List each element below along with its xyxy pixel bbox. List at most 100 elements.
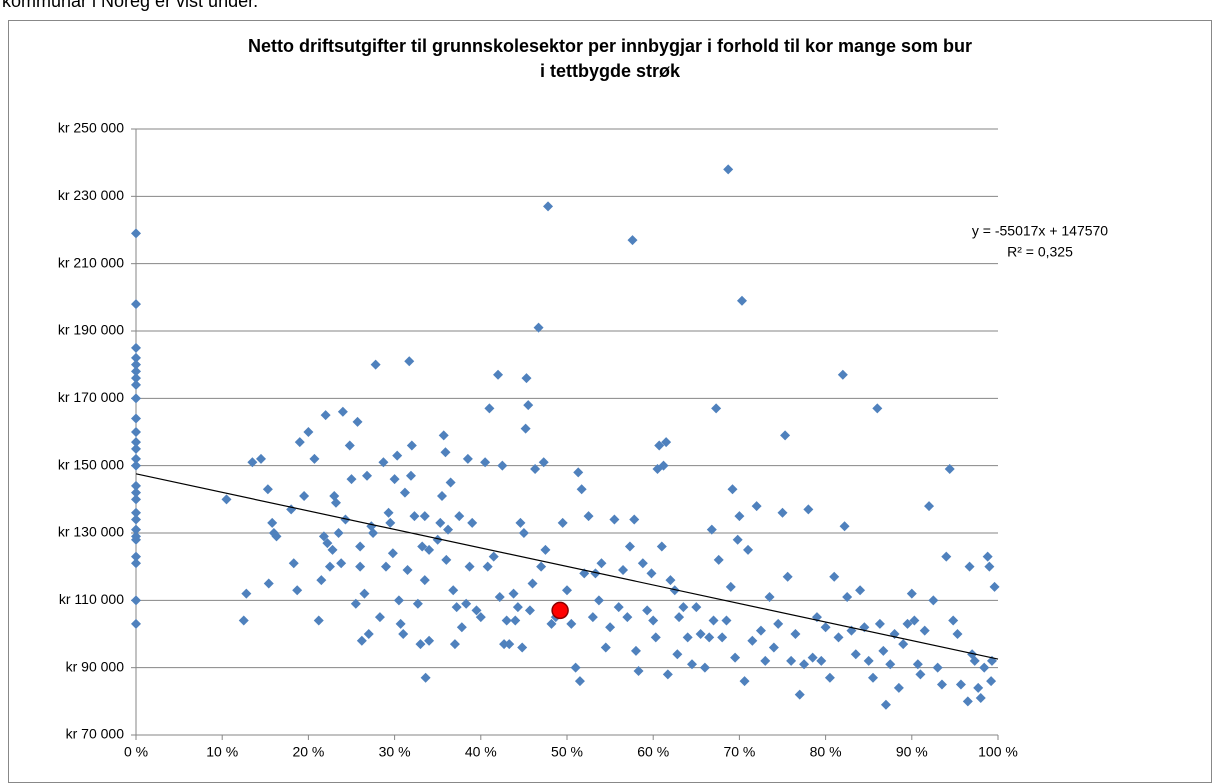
data-point	[863, 655, 874, 666]
data-point	[255, 453, 266, 464]
data-point	[520, 423, 531, 434]
data-point	[445, 477, 456, 488]
data-point	[872, 403, 883, 414]
data-point	[131, 618, 141, 629]
data-point	[527, 578, 538, 589]
data-point	[320, 410, 331, 421]
data-point	[484, 403, 495, 414]
data-point	[435, 517, 446, 528]
data-point	[743, 544, 754, 555]
data-point	[374, 612, 385, 623]
data-point	[346, 474, 357, 485]
data-point	[912, 659, 923, 670]
data-point	[674, 612, 685, 623]
x-tick-label: 40 %	[465, 744, 497, 760]
data-point	[944, 464, 955, 475]
data-point	[868, 672, 879, 683]
data-point	[417, 541, 428, 552]
data-point	[816, 655, 827, 666]
data-point	[924, 501, 935, 512]
data-point	[471, 605, 482, 616]
data-point	[362, 470, 373, 481]
y-tick-label: kr 250 000	[58, 120, 124, 136]
data-point	[557, 517, 568, 528]
x-tick-label: 80 %	[810, 744, 842, 760]
data-point	[454, 511, 465, 522]
data-point	[299, 490, 310, 501]
data-point	[131, 558, 141, 569]
data-point	[448, 585, 459, 596]
data-point	[131, 524, 141, 535]
data-point	[633, 666, 644, 677]
x-tick-label: 30 %	[379, 744, 411, 760]
data-point	[493, 369, 504, 380]
data-point	[271, 531, 282, 542]
data-point	[736, 295, 747, 306]
data-point	[704, 632, 715, 643]
data-point	[523, 400, 534, 411]
data-point	[941, 551, 952, 562]
data-point	[682, 632, 693, 643]
data-point	[915, 669, 926, 680]
data-point	[855, 585, 866, 596]
data-point	[530, 464, 541, 475]
data-point	[461, 598, 472, 609]
data-point	[392, 450, 403, 461]
data-point	[760, 655, 771, 666]
data-point	[566, 618, 577, 629]
data-point	[131, 427, 141, 437]
data-point	[629, 514, 640, 525]
data-point	[517, 642, 528, 653]
data-point	[739, 676, 750, 687]
data-point	[333, 528, 344, 538]
data-point	[424, 635, 435, 646]
data-point	[322, 538, 333, 549]
data-point	[131, 299, 141, 310]
data-point	[131, 352, 141, 363]
trendline	[135, 473, 999, 660]
data-point	[878, 645, 889, 656]
data-point	[665, 575, 676, 586]
data-point	[467, 517, 478, 528]
data-point	[404, 356, 415, 367]
data-point	[438, 430, 449, 441]
data-point	[131, 534, 141, 545]
data-point	[662, 669, 673, 680]
data-point	[402, 565, 413, 576]
data-point	[717, 632, 728, 643]
data-point	[669, 585, 680, 596]
data-point	[637, 558, 648, 569]
data-point	[708, 615, 719, 626]
data-point	[824, 672, 835, 683]
data-point	[131, 373, 141, 384]
data-point	[721, 615, 732, 626]
x-tick-label: 90 %	[896, 744, 928, 760]
chart-title: Netto driftsutgifter til grunnskolesekto…	[248, 36, 972, 56]
data-point	[518, 528, 529, 538]
data-point	[593, 595, 604, 606]
data-point	[131, 453, 141, 464]
data-point	[570, 662, 581, 673]
data-point	[650, 632, 661, 643]
data-point	[131, 460, 141, 471]
data-point	[605, 622, 616, 633]
data-point	[989, 581, 1000, 592]
data-point	[451, 602, 462, 613]
data-point	[786, 655, 797, 666]
data-point	[131, 359, 141, 370]
data-point	[600, 642, 611, 653]
data-point	[131, 413, 141, 424]
data-point	[562, 585, 572, 596]
data-point	[909, 615, 920, 626]
data-point	[538, 457, 549, 468]
data-point	[131, 393, 141, 404]
data-point	[807, 652, 818, 663]
x-tick-label: 50 %	[551, 744, 583, 760]
data-point	[131, 551, 141, 562]
data-point	[642, 605, 653, 616]
data-point	[405, 470, 416, 481]
data-point	[713, 554, 724, 565]
data-point	[613, 602, 624, 613]
data-point	[842, 591, 853, 602]
x-tick-label: 10 %	[206, 744, 238, 760]
